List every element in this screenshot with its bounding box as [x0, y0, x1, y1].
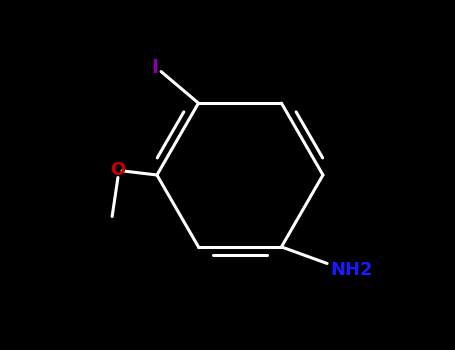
Text: I: I	[151, 58, 158, 77]
Text: O: O	[110, 161, 126, 179]
Text: NH2: NH2	[330, 261, 373, 279]
